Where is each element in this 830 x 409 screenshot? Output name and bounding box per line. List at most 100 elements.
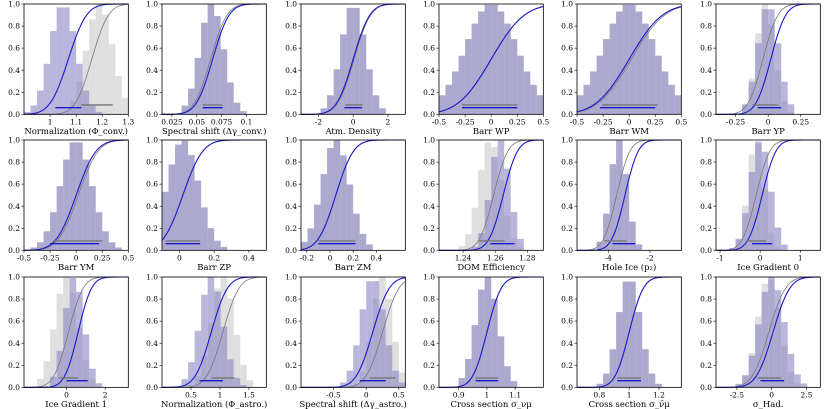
y-tick-label: 0.0 (561, 110, 573, 119)
x-tick-label: 0 (489, 117, 494, 126)
posterior-histogram (300, 140, 373, 251)
x-tick-label: 1.24 (455, 254, 472, 263)
posterior-bar (754, 142, 762, 251)
y-tick-label: 0.8 (700, 294, 712, 303)
posterior-histogram (23, 7, 103, 115)
y-tick-label: 0.2 (146, 361, 158, 370)
posterior-bar (471, 246, 479, 251)
y-tick-label: 0.4 (146, 202, 158, 211)
posterior-bar (372, 280, 379, 387)
posterior-bar (471, 23, 479, 115)
y-tick-label: 0.8 (285, 158, 297, 167)
y-tick-label: 0.0 (8, 110, 20, 119)
y-tick-label: 1.0 (146, 0, 158, 9)
posterior-bar (56, 186, 64, 251)
posterior-bar (365, 244, 373, 251)
y-tick-label: 0.8 (561, 294, 573, 303)
prior-bar (56, 293, 64, 387)
y-tick-label: 0.6 (700, 44, 712, 53)
y-tick-label: 0.0 (146, 246, 158, 255)
y-tick-label: 0.0 (423, 110, 435, 119)
posterior-bar (609, 348, 617, 387)
posterior-bar (741, 374, 749, 387)
posterior-bar (82, 159, 90, 251)
y-tick-label: 0.8 (700, 158, 712, 167)
posterior-bar (478, 289, 485, 387)
y-tick-label: 1.0 (561, 272, 573, 281)
y-tick-label: 1.0 (8, 0, 20, 9)
posterior-bar (497, 335, 505, 387)
posterior-bar (89, 105, 96, 115)
prior-bar (398, 372, 405, 387)
posterior-bar (194, 330, 202, 387)
posterior-bar (458, 377, 466, 387)
y-tick-label: 0.6 (561, 44, 573, 53)
posterior-bar (37, 90, 44, 115)
posterior-bar (23, 111, 31, 115)
prior-bar (240, 364, 248, 387)
y-tick-label: 0.0 (285, 246, 297, 255)
x-axis-label: Hole Ice (p₂) (602, 262, 656, 273)
x-tick-label: 1.1 (70, 117, 82, 126)
prior-bar (108, 44, 116, 115)
x-axis-label: Barr ZP (198, 263, 232, 273)
posterior-bar (655, 383, 663, 387)
x-tick-label: 0.5 (122, 254, 134, 263)
y-tick-label: 0.0 (8, 383, 20, 392)
posterior-bar (339, 155, 347, 251)
x-tick-label: -0.5 (570, 117, 585, 126)
blue-cdf-curve (438, 5, 544, 113)
x-tick-label: -0.5 (432, 117, 447, 126)
posterior-histogram (596, 281, 663, 387)
posterior-bar (240, 111, 248, 115)
posterior-bar (629, 4, 637, 115)
posterior-bar (221, 247, 228, 251)
x-tick-label: -4 (605, 254, 613, 263)
blue-cdf-curve (23, 139, 129, 252)
posterior-bar (609, 23, 617, 115)
axes-frame (161, 276, 268, 388)
posterior-bar (642, 23, 650, 115)
posterior-histogram (741, 9, 794, 115)
posterior-bar (622, 174, 630, 251)
x-tick-label: 2.5 (800, 390, 812, 399)
posterior-bar (56, 350, 64, 387)
y-tick-label: 1.0 (146, 272, 158, 281)
x-tick-label: 0.2 (347, 254, 359, 263)
posterior-bar (616, 140, 623, 251)
x-tick-label: 1.2 (653, 390, 665, 399)
x-tick-label: 1.1 (509, 390, 521, 399)
y-tick-label: 0.0 (285, 383, 297, 392)
posterior-bar (43, 231, 51, 251)
x-tick-label: 0.05 (189, 117, 206, 126)
subplot-6: 0.0 0.2 0.4 0.6 0.8 1.0 -0.25 0 0.25 Barr YP (700, 0, 821, 137)
x-tick-label: 0 (765, 117, 770, 126)
y-tick-label: 0.2 (146, 88, 158, 97)
x-tick-label: 1.3 (122, 117, 134, 126)
x-tick-label: -0.25 (455, 117, 474, 126)
y-tick-label: 0.6 (8, 316, 20, 325)
y-tick-label: 0.2 (561, 361, 573, 370)
y-tick-label: 0.6 (285, 316, 297, 325)
posterior-bar (201, 294, 208, 387)
y-tick-label: 0.6 (700, 316, 712, 325)
subplot-2: 0.0 0.2 0.4 0.6 0.8 1.0 0.025 0.05 0.075 0.1Spect… (146, 0, 268, 137)
x-tick-label: 0 (177, 254, 182, 263)
axes-frame (300, 276, 406, 388)
posterior-histogram (471, 140, 524, 251)
y-tick-label: 0.2 (700, 224, 712, 233)
prior-bar (484, 142, 492, 251)
posterior-bar (754, 324, 762, 387)
prior-bar (95, 4, 103, 115)
y-tick-label: 0.6 (700, 180, 712, 189)
posterior-bar (780, 244, 788, 251)
y-tick-label: 0.0 (423, 383, 435, 392)
posterior-bar (596, 383, 604, 387)
posterior-bar (655, 55, 663, 115)
y-tick-label: 0.6 (146, 44, 158, 53)
x-axis-label: Normalization (Φ_conv.) (24, 126, 128, 137)
posterior-bar (63, 7, 70, 115)
posterior-bar (227, 82, 235, 115)
x-tick-label: 0.4 (370, 254, 382, 263)
